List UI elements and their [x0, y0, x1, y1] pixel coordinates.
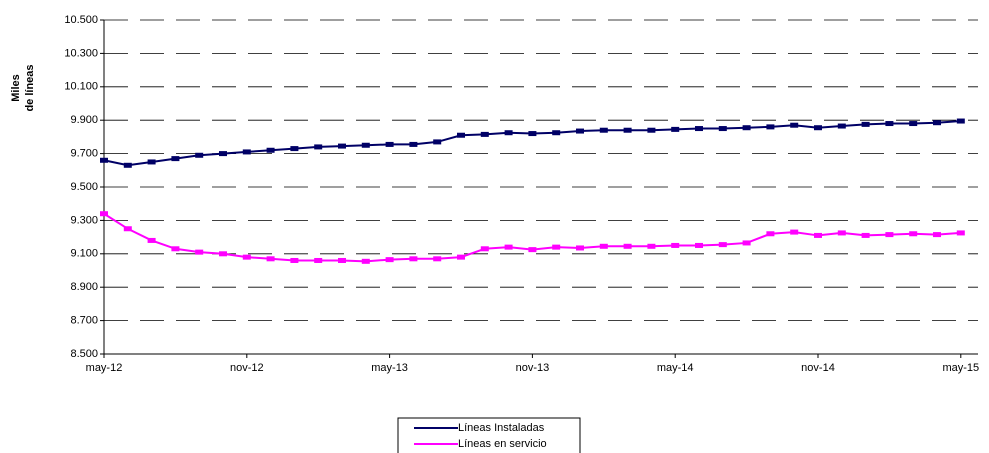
x-tick-label: may-12 [86, 362, 123, 374]
y-tick-label: 9.500 [70, 181, 98, 193]
x-tick-label: nov-14 [801, 362, 835, 374]
point-marker [433, 139, 442, 145]
point-marker [576, 128, 584, 134]
point-marker [814, 232, 822, 238]
point-marker [219, 151, 227, 157]
y-tick-label: 8.500 [70, 348, 98, 360]
point-marker [599, 127, 608, 133]
point-marker [219, 251, 227, 257]
point-marker [480, 131, 489, 137]
point-marker [552, 244, 561, 250]
point-marker [718, 126, 727, 132]
point-marker [290, 257, 299, 263]
y-tick-label: 8.700 [70, 315, 98, 327]
point-marker [933, 232, 941, 238]
point-marker [385, 141, 394, 147]
point-marker [861, 232, 870, 238]
point-marker [552, 130, 561, 136]
y-tick-label: 9.900 [70, 114, 98, 126]
point-marker [647, 243, 656, 249]
y-tick-label: 10.500 [64, 14, 98, 26]
legend-label: Líneas en servicio [458, 438, 547, 450]
point-marker [790, 229, 799, 235]
point-marker [290, 146, 299, 152]
point-marker [909, 231, 918, 237]
point-marker [956, 118, 965, 124]
point-marker [742, 125, 751, 131]
point-marker [338, 257, 346, 263]
point-marker [147, 159, 156, 165]
point-marker [695, 242, 703, 248]
point-marker [885, 232, 894, 238]
point-marker [361, 142, 370, 148]
point-marker [385, 257, 394, 263]
point-marker [195, 152, 204, 158]
point-marker [933, 120, 941, 126]
point-marker [409, 256, 418, 262]
point-marker [100, 211, 108, 217]
y-tick-label: 10.100 [64, 81, 98, 93]
x-tick-label: may-14 [657, 362, 694, 374]
point-marker [457, 254, 465, 260]
point-marker [314, 257, 323, 263]
point-marker [314, 144, 323, 150]
point-marker [242, 149, 251, 155]
point-marker [861, 121, 870, 127]
x-tick-label: may-15 [942, 362, 979, 374]
point-marker [671, 242, 680, 248]
x-tick-label: nov-13 [516, 362, 550, 374]
y-tick-label: 9.100 [70, 248, 98, 260]
point-marker [361, 258, 370, 264]
point-marker [956, 230, 965, 236]
point-marker [885, 121, 894, 127]
point-marker [123, 162, 132, 168]
point-marker [766, 231, 775, 237]
point-marker [433, 256, 442, 262]
series-line [103, 120, 961, 167]
point-marker [266, 147, 275, 153]
point-marker [504, 130, 513, 136]
x-tick-label: nov-12 [230, 362, 264, 374]
point-marker [909, 121, 918, 127]
point-marker [147, 237, 156, 243]
point-marker [718, 242, 727, 248]
point-marker [837, 123, 846, 129]
point-marker [457, 132, 465, 138]
legend-label: Líneas Instaladas [458, 422, 545, 434]
point-marker [242, 254, 251, 260]
legend-box [397, 417, 581, 453]
point-marker [480, 246, 489, 252]
point-marker [623, 127, 632, 133]
point-marker [837, 230, 846, 236]
point-marker [266, 256, 275, 262]
point-marker [671, 126, 680, 132]
point-marker [695, 126, 703, 132]
point-marker [576, 245, 584, 251]
y-tick-label: 10.300 [64, 47, 98, 59]
point-marker [100, 157, 108, 163]
point-marker [766, 124, 775, 130]
point-marker [338, 143, 346, 149]
point-marker [528, 247, 537, 253]
point-marker [195, 249, 204, 255]
y-axis-title: de líneas [24, 64, 36, 111]
point-marker [504, 244, 513, 250]
y-tick-label: 9.300 [70, 214, 98, 226]
point-marker [814, 125, 822, 131]
point-marker [171, 246, 180, 252]
point-marker [123, 226, 132, 232]
point-marker [599, 243, 608, 249]
y-axis-title: Miles [10, 74, 22, 102]
point-marker [623, 243, 632, 249]
y-tick-label: 8.900 [70, 281, 98, 293]
point-marker [171, 156, 180, 162]
point-marker [647, 127, 656, 133]
point-marker [528, 131, 537, 137]
x-tick-label: may-13 [371, 362, 408, 374]
y-tick-label: 9.700 [70, 148, 98, 160]
point-marker [790, 122, 799, 128]
point-marker [409, 141, 418, 147]
point-marker [742, 240, 751, 246]
